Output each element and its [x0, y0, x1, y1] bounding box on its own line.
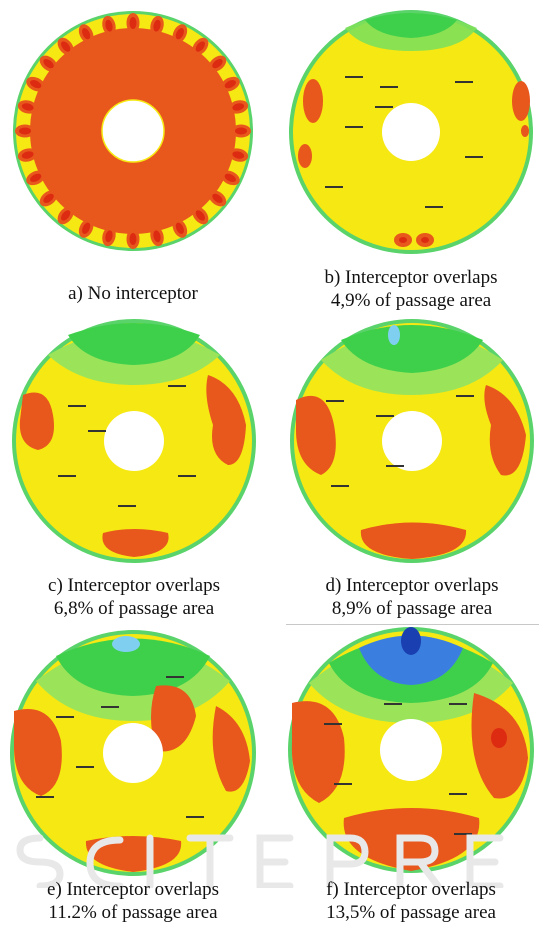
- lobe-core-mark: [235, 127, 247, 135]
- lobe-core-mark: [30, 80, 42, 89]
- lobe-core-mark: [224, 80, 236, 89]
- lobe-core-mark: [212, 59, 223, 69]
- caption-d-line2: 8,9% of passage area: [331, 598, 493, 619]
- disk-contour-b: [289, 10, 533, 254]
- lobe-core-mark: [61, 210, 71, 221]
- lobe-core-mark: [212, 193, 223, 203]
- lobe-core-mark: [195, 41, 205, 52]
- lobe-core-mark: [82, 28, 91, 40]
- lobe-core-mark: [224, 173, 236, 182]
- caption-a: a) No interceptor: [8, 282, 258, 305]
- caption-e-line1: e) Interceptor overlaps: [47, 879, 219, 900]
- disk-contour-a: [13, 11, 253, 251]
- caption-e: e) Interceptor overlaps 11.2% of passage…: [6, 878, 260, 924]
- lobe-core-mark: [175, 222, 184, 234]
- panel-d-8-9-percent: [286, 315, 538, 567]
- disk-contour-c: [12, 319, 256, 563]
- panel-f-13-5-percent: [284, 623, 538, 877]
- disk-contour-d: [290, 319, 534, 563]
- lobe-core-mark: [82, 222, 91, 234]
- lobe-core-mark: [232, 103, 245, 111]
- lobe-core-mark: [21, 103, 34, 111]
- caption-c-line2: 6,8% of passage area: [53, 598, 215, 619]
- caption-b-line2: 4,9% of passage area: [330, 290, 492, 311]
- watermark-logo: [16, 834, 504, 888]
- probe-labels-b: [325, 76, 483, 208]
- lobe-core-mark: [43, 59, 54, 69]
- lobe-core-mark: [195, 210, 205, 221]
- lobe-core-mark: [105, 19, 113, 32]
- caption-b-line1: b) Interceptor overlaps: [324, 267, 498, 288]
- lobe-core-mark: [129, 17, 137, 29]
- panel-b-4-9-percent: [285, 6, 537, 258]
- lobe-core-mark: [153, 230, 161, 243]
- caption-a-line1: a) No interceptor: [68, 283, 198, 304]
- caption-f: f) Interceptor overlaps 13,5% of passage…: [284, 878, 538, 924]
- panel-e-11-2-percent: [6, 626, 260, 880]
- divider-line: [286, 624, 539, 625]
- panel-a-no-interceptor: [8, 6, 258, 256]
- lobe-core-mark: [30, 173, 42, 182]
- panel-c-6-8-percent: [8, 315, 260, 567]
- lobe-core-mark: [61, 41, 71, 52]
- disk-contour-f: [288, 627, 534, 873]
- lobe-core-mark: [43, 193, 54, 203]
- disk-contour-e: [10, 630, 256, 876]
- caption-d-line1: d) Interceptor overlaps: [325, 575, 499, 596]
- caption-f-line1: f) Interceptor overlaps: [326, 879, 496, 900]
- lobe-core-mark: [19, 127, 31, 135]
- caption-b: b) Interceptor overlaps 4,9% of passage …: [285, 266, 537, 312]
- lobe-core-mark: [232, 151, 245, 159]
- lobe-core-mark: [105, 230, 113, 243]
- lobe-core-mark: [21, 151, 34, 159]
- caption-c-line1: c) Interceptor overlaps: [48, 575, 220, 596]
- lobe-core-mark: [129, 233, 137, 245]
- caption-c: c) Interceptor overlaps 6,8% of passage …: [8, 574, 260, 620]
- caption-f-line2: 13,5% of passage area: [326, 902, 496, 923]
- lobe-core-mark: [153, 19, 161, 32]
- caption-e-line2: 11.2% of passage area: [48, 902, 218, 923]
- lobe-core-mark: [175, 28, 184, 40]
- caption-d: d) Interceptor overlaps 8,9% of passage …: [286, 574, 538, 620]
